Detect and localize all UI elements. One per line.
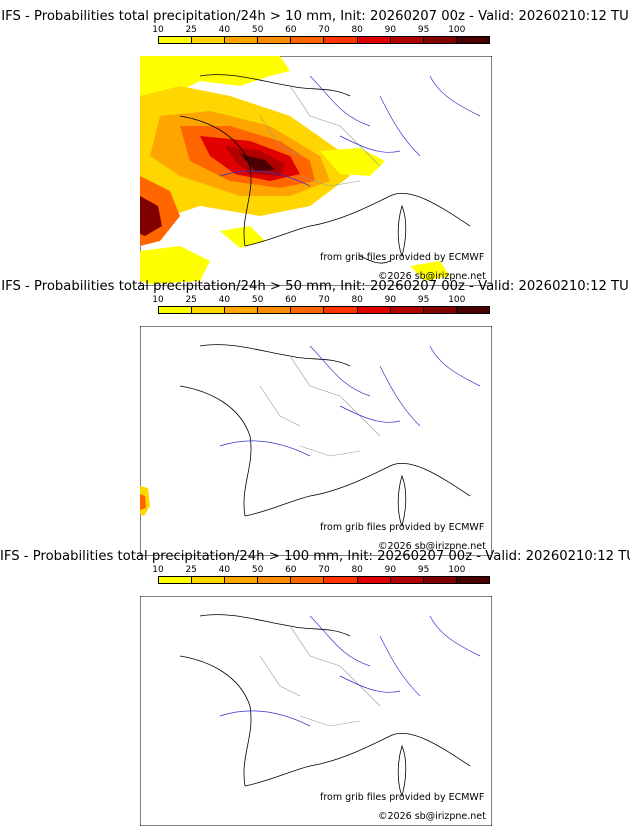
map-canvas — [140, 56, 492, 286]
colorbar-tick-label: 100 — [448, 565, 466, 575]
colorbar-tick-label: 25 — [185, 295, 197, 305]
coastlines — [179, 344, 471, 528]
colorbar-tick-label: 80 — [351, 295, 363, 305]
colorbar-tick-label: 70 — [318, 295, 330, 305]
colorbar-tick-label: 50 — [251, 565, 264, 575]
colorbar — [158, 36, 490, 44]
colorbar-segment — [225, 577, 259, 583]
colorbar-tick-label: 90 — [384, 295, 397, 305]
colorbar-segment — [390, 577, 424, 583]
colorbar-segment — [159, 577, 193, 583]
colorbar-tick-label: 10 — [152, 295, 164, 305]
colorbar-segment — [456, 307, 489, 313]
rivers — [219, 75, 481, 187]
colorbar-tick-label: 50 — [251, 295, 264, 305]
forecast-panel-50mm: IFS - Probabilities total precipitation/… — [0, 278, 630, 556]
colorbar-segment — [291, 577, 325, 583]
colorbar-segment — [159, 307, 193, 313]
colorbar-segment — [291, 37, 325, 43]
colorbar-segment — [225, 307, 259, 313]
colorbar-tick-label: 100 — [448, 25, 466, 35]
precip-map: from grib files provided by ECMWF ©2026 … — [140, 56, 492, 286]
colorbar-tick-label: 60 — [285, 25, 297, 35]
colorbar-segment — [390, 37, 424, 43]
rivers — [219, 345, 481, 457]
forecast-panel-100mm: IFS - Probabilities total precipitation/… — [0, 548, 630, 826]
colorbar-segment — [258, 577, 292, 583]
colorbar-tick-label: 40 — [218, 25, 231, 35]
borders — [259, 355, 381, 457]
colorbar-segment — [324, 577, 358, 583]
colorbar-segment — [423, 37, 457, 43]
colorbar-segment — [357, 307, 391, 313]
colorbar-tick-label: 40 — [218, 565, 231, 575]
colorbar-segment — [258, 37, 292, 43]
colorbar-tick-label: 40 — [218, 295, 231, 305]
colorbar-segment — [192, 307, 226, 313]
colorbar-tick-label: 100 — [448, 295, 466, 305]
map-canvas — [140, 596, 492, 826]
borders — [259, 625, 381, 727]
colorbar-segment — [192, 37, 226, 43]
colorbar-tick-label: 95 — [417, 295, 430, 305]
copyright-credit: ©2026 sb@irizpne.net — [378, 271, 486, 282]
copyright-credit: ©2026 sb@irizpne.net — [378, 811, 486, 822]
rivers — [219, 615, 481, 727]
panel-title: IFS - Probabilities total precipitation/… — [1, 279, 629, 294]
coastlines — [179, 74, 471, 264]
borders — [259, 85, 381, 187]
colorbar-tick-label: 70 — [318, 565, 330, 575]
colorbar-ticks: 10 25 40 50 60 70 80 90 95 100 — [152, 25, 490, 37]
colorbar — [158, 576, 490, 584]
colorbar — [158, 306, 490, 314]
colorbar-tick-label: 90 — [384, 25, 397, 35]
colorbar-tick-label: 60 — [285, 565, 297, 575]
colorbar-segment — [456, 37, 489, 43]
coastlines — [179, 614, 471, 798]
colorbar-tick-label: 80 — [351, 565, 363, 575]
colorbar-tick-label: 25 — [185, 565, 197, 575]
source-credit: from grib files provided by ECMWF — [320, 522, 485, 533]
colorbar-tick-label: 50 — [251, 25, 264, 35]
precip-map: from grib files provided by ECMWF ©2026 … — [140, 596, 492, 826]
colorbar-tick-label: 25 — [185, 25, 197, 35]
colorbar-segment — [456, 577, 489, 583]
colorbar-segment — [423, 577, 457, 583]
colorbar-tick-label: 90 — [384, 565, 397, 575]
colorbar-tick-label: 95 — [417, 565, 430, 575]
colorbar-segment — [192, 577, 226, 583]
precip-map: from grib files provided by ECMWF ©2026 … — [140, 326, 492, 556]
colorbar-tick-label: 60 — [285, 295, 297, 305]
colorbar-segment — [324, 37, 358, 43]
colorbar-segment — [258, 307, 292, 313]
colorbar-tick-label: 10 — [152, 25, 164, 35]
colorbar-segment — [159, 37, 193, 43]
source-credit: from grib files provided by ECMWF — [320, 792, 485, 803]
panel-title: IFS - Probabilities total precipitation/… — [0, 549, 630, 564]
colorbar-tick-label: 70 — [318, 25, 330, 35]
source-credit: from grib files provided by ECMWF — [320, 252, 485, 263]
colorbar-tick-label: 10 — [152, 565, 164, 575]
colorbar-segment — [291, 307, 325, 313]
colorbar-ticks: 10 25 40 50 60 70 80 90 95 100 — [152, 295, 490, 307]
forecast-panel-10mm: IFS - Probabilities total precipitation/… — [0, 8, 630, 286]
colorbar-tick-label: 80 — [351, 25, 363, 35]
precip-probability-field — [140, 56, 450, 284]
panel-title: IFS - Probabilities total precipitation/… — [1, 9, 629, 24]
copyright-credit: ©2026 sb@irizpne.net — [378, 541, 486, 552]
colorbar-segment — [357, 37, 391, 43]
colorbar-segment — [225, 37, 259, 43]
precip-probability-field — [140, 486, 150, 516]
map-canvas — [140, 326, 492, 556]
colorbar-segment — [324, 307, 358, 313]
colorbar-segment — [357, 577, 391, 583]
colorbar-segment — [423, 307, 457, 313]
colorbar-tick-label: 95 — [417, 25, 430, 35]
colorbar-ticks: 10 25 40 50 60 70 80 90 95 100 — [152, 565, 490, 577]
colorbar-segment — [390, 307, 424, 313]
